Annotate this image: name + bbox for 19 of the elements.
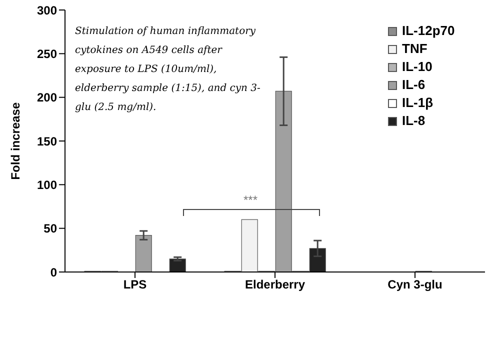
- y-tick-label: 200: [36, 90, 58, 105]
- x-tick-label: LPS: [123, 278, 147, 292]
- y-tick-label: 300: [36, 3, 58, 18]
- y-tick-label: 250: [36, 46, 58, 61]
- x-tick-label: Elderberry: [244, 278, 306, 292]
- y-tick-label: 100: [36, 178, 58, 192]
- legend-label: IL-10: [402, 58, 432, 76]
- annotation: Stimulation of human inflammatory cytokines on A549 cells after exposure to LPS (10um/ml), elderberry sample (1:15), and cyn 3-glu (2.5 mg/ml).: [75, 25, 262, 115]
- y-axis-title: Fold increase: [8, 102, 22, 180]
- legend-label: IL-8: [402, 112, 426, 130]
- legend-label: IL-6: [402, 76, 426, 94]
- legend-label: IL-12p70: [402, 22, 455, 40]
- x-tick-label: Cyn 3-glu: [388, 278, 442, 292]
- legend-label: IL-1β: [402, 94, 434, 112]
- annotation: ***: [242, 193, 258, 208]
- y-tick-label: 150: [36, 134, 58, 148]
- y-tick-label: 0: [50, 265, 58, 280]
- legend-label: TNF: [402, 40, 428, 58]
- y-tick-label: 50: [44, 222, 58, 236]
